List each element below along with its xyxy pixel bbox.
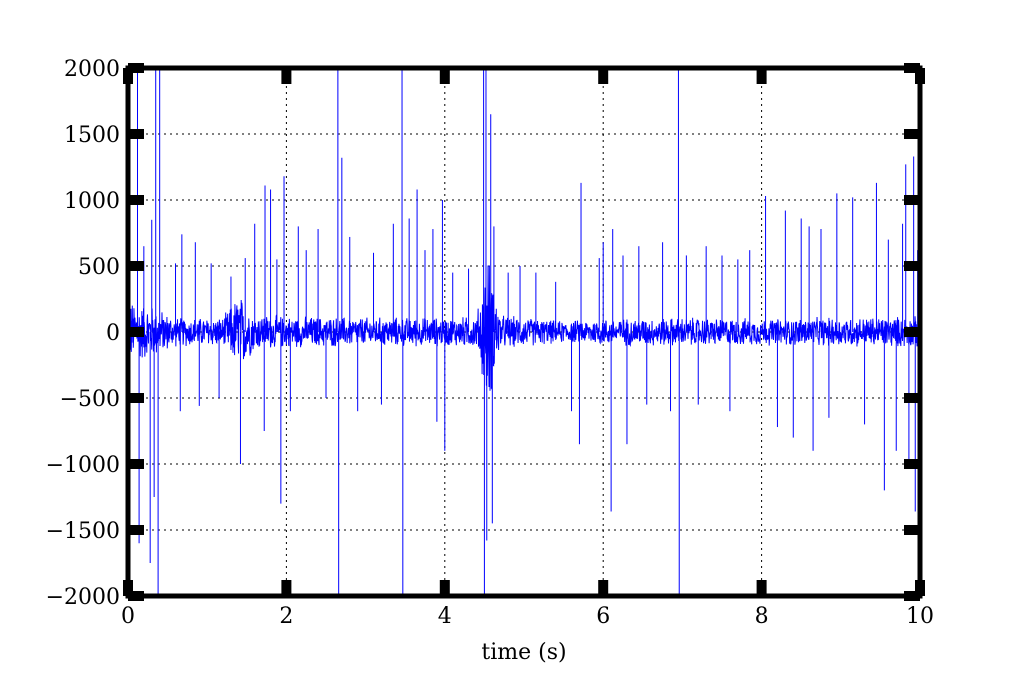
tick-marks — [123, 63, 925, 601]
x-tick-label: 4 — [438, 604, 452, 629]
y-tick-label: −1000 — [46, 453, 120, 478]
signal-series — [128, 68, 920, 596]
y-tick-label: −2000 — [46, 585, 120, 610]
y-tick-label: −1500 — [46, 519, 120, 544]
x-tick-label: 10 — [906, 604, 934, 629]
signal-noise-trace — [128, 265, 920, 391]
y-tick-label: 500 — [78, 255, 120, 280]
x-tick-label: 6 — [596, 604, 610, 629]
x-tick-label: 0 — [121, 604, 135, 629]
y-tick-label: 2000 — [64, 57, 120, 82]
y-tick-label: 1500 — [64, 123, 120, 148]
y-tick-labels: 2000 1500 1000 500 0 −500 −1000 −1500 −2000 — [46, 57, 120, 610]
x-tick-label: 2 — [279, 604, 293, 629]
x-tick-label: 8 — [755, 604, 769, 629]
y-tick-label: −500 — [60, 387, 120, 412]
x-tick-labels: 0 2 4 6 8 10 — [121, 604, 934, 629]
y-tick-label: 1000 — [64, 189, 120, 214]
y-tick-label: 0 — [106, 321, 120, 346]
x-axis-label: time (s) — [481, 640, 566, 665]
